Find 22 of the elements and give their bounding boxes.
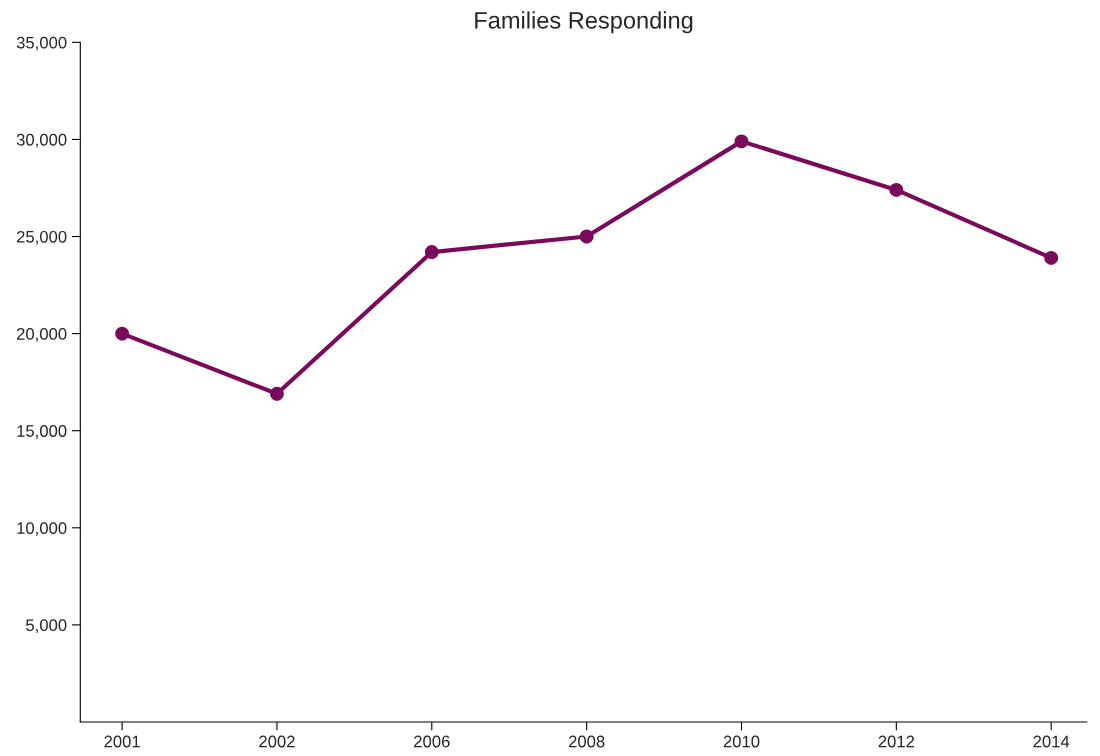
point	[889, 182, 904, 197]
x-tick-label: 2014	[1033, 735, 1070, 748]
point	[270, 386, 284, 401]
y-tick-label: 25,000	[16, 230, 67, 245]
x-tick-label: 2006	[414, 735, 450, 748]
y-tick-label: 35,000	[16, 36, 67, 51]
y-tick-label: 10,000	[17, 522, 67, 536]
x-tick-label: 2001	[104, 735, 140, 748]
x-tick-label: 2008	[568, 735, 605, 748]
point	[1044, 250, 1059, 265]
y-tick-label: 20,000	[16, 328, 67, 342]
x-tick-label: 2002	[259, 735, 295, 748]
chart-title: Families Responding	[475, 11, 693, 34]
point	[115, 326, 130, 341]
y-tick-label: 5,000	[26, 619, 67, 634]
point	[734, 134, 749, 149]
x-tick-label: 2012	[878, 735, 915, 748]
point	[424, 245, 439, 259]
x-tick-label: 2010	[723, 735, 760, 748]
y-tick-label: 15,000	[17, 425, 67, 439]
y-tick-label: 30,000	[16, 133, 67, 148]
point	[579, 229, 594, 244]
